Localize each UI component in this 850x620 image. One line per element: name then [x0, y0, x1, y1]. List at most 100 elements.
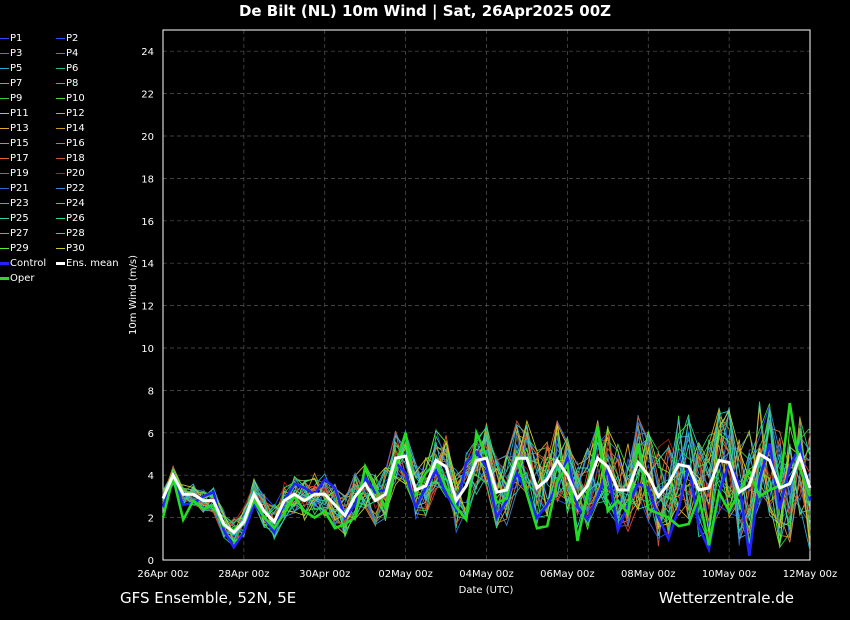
legend-item: Oper — [0, 273, 34, 285]
legend-swatch — [0, 37, 9, 39]
legend-swatch — [0, 157, 9, 159]
legend-swatch — [0, 247, 9, 249]
legend-swatch — [56, 172, 65, 174]
legend-item: P22 — [56, 183, 85, 195]
legend-swatch — [56, 37, 65, 39]
legend-swatch — [0, 276, 9, 280]
oper-line — [161, 402, 812, 546]
legend-item: P12 — [56, 108, 85, 120]
x-tick-label: 30Apr 00z — [299, 569, 350, 580]
x-tick-label: 02May 00z — [378, 569, 433, 580]
legend-label: P27 — [10, 228, 29, 239]
legend-swatch — [56, 82, 65, 84]
y-tick-label: 12 — [141, 302, 154, 313]
legend-swatch — [0, 202, 9, 204]
legend-swatch — [56, 157, 65, 159]
legend-swatch — [0, 232, 9, 234]
legend: P1 P2 P3 P4 P5 P6 P7 P8 P9 P10 P11 P12 P13 P14 P15 P16 P… — [0, 33, 130, 293]
legend-item: P7 — [0, 78, 22, 90]
legend-label: P3 — [10, 48, 23, 59]
legend-item: P21 — [0, 183, 29, 195]
legend-swatch — [56, 217, 65, 219]
legend-label: P17 — [10, 153, 29, 164]
chart-title: De Bilt (NL) 10m Wind | Sat, 26Apr2025 0… — [238, 2, 612, 20]
legend-swatch — [0, 97, 9, 99]
legend-swatch — [56, 202, 65, 204]
legend-label: P21 — [10, 183, 29, 194]
y-tick-label: 20 — [141, 132, 154, 143]
footer-model: GFS Ensemble, 52N, 5E — [120, 589, 297, 607]
x-tick-label: 06May 00z — [540, 569, 595, 580]
legend-label: P1 — [10, 33, 23, 44]
legend-item: P26 — [56, 213, 85, 225]
legend-swatch — [56, 52, 65, 54]
legend-swatch — [56, 261, 65, 265]
legend-swatch — [56, 142, 65, 144]
legend-label: P23 — [10, 198, 29, 209]
legend-label: P16 — [66, 138, 85, 149]
legend-label: P24 — [66, 198, 85, 209]
legend-item: P6 — [56, 63, 78, 75]
legend-swatch — [0, 67, 9, 69]
legend-swatch — [0, 82, 9, 84]
control-line — [161, 441, 812, 556]
legend-item: P2 — [56, 33, 78, 45]
y-axis-label: 10m Wind (m/s) — [128, 255, 139, 335]
legend-item: P30 — [56, 243, 85, 255]
ens-mean-line — [161, 451, 812, 535]
y-tick-label: 4 — [148, 471, 154, 482]
legend-label: P29 — [10, 243, 29, 254]
legend-swatch — [0, 112, 9, 114]
legend-swatch — [0, 127, 9, 129]
legend-swatch — [56, 112, 65, 114]
legend-item: P28 — [56, 228, 85, 240]
y-tick-label: 10 — [141, 344, 154, 355]
x-axis-label: Date (UTC) — [459, 585, 514, 596]
legend-item: Ens. mean — [56, 258, 119, 270]
x-tick-label: 10May 00z — [702, 569, 757, 580]
y-tick-label: 18 — [141, 174, 154, 185]
x-tick-label: 28Apr 00z — [218, 569, 269, 580]
legend-label: P30 — [66, 243, 85, 254]
legend-label: P28 — [66, 228, 85, 239]
legend-swatch — [56, 232, 65, 234]
y-tick-label: 24 — [141, 47, 154, 58]
legend-label: P2 — [66, 33, 79, 44]
legend-label: P6 — [66, 63, 79, 74]
legend-item: P14 — [56, 123, 85, 135]
y-tick-label: 2 — [148, 514, 154, 525]
legend-item: P15 — [0, 138, 29, 150]
legend-item: P3 — [0, 48, 22, 60]
x-ticks: 26Apr 00z 28Apr 00z 30Apr 00z 02May 00z 04Ma… — [137, 569, 837, 580]
legend-label: P9 — [10, 93, 23, 104]
legend-swatch — [0, 261, 9, 265]
y-tick-label: 14 — [141, 259, 154, 270]
legend-label: P4 — [66, 48, 79, 59]
legend-item: P16 — [56, 138, 85, 150]
legend-label: P25 — [10, 213, 29, 224]
x-tick-label: 08May 00z — [621, 569, 676, 580]
legend-item: P11 — [0, 108, 29, 120]
legend-item: P23 — [0, 198, 29, 210]
legend-swatch — [56, 67, 65, 69]
legend-label: P22 — [66, 183, 85, 194]
x-tick-label: 04May 00z — [459, 569, 514, 580]
legend-item: P10 — [56, 93, 85, 105]
legend-item: P29 — [0, 243, 29, 255]
legend-item: P5 — [0, 63, 22, 75]
legend-item: P20 — [56, 168, 85, 180]
legend-item: P27 — [0, 228, 29, 240]
member-line-p17 — [162, 420, 811, 541]
legend-swatch — [0, 52, 9, 54]
legend-swatch — [0, 142, 9, 144]
legend-swatch — [56, 97, 65, 99]
legend-item: P8 — [56, 78, 78, 90]
y-tick-label: 22 — [141, 90, 154, 101]
legend-swatch — [56, 247, 65, 249]
legend-label: P5 — [10, 63, 23, 74]
legend-label: Ens. mean — [66, 258, 119, 269]
legend-item: P4 — [56, 48, 78, 60]
footer-site: Wetterzentrale.de — [658, 589, 794, 607]
member-line-p11 — [162, 412, 811, 547]
